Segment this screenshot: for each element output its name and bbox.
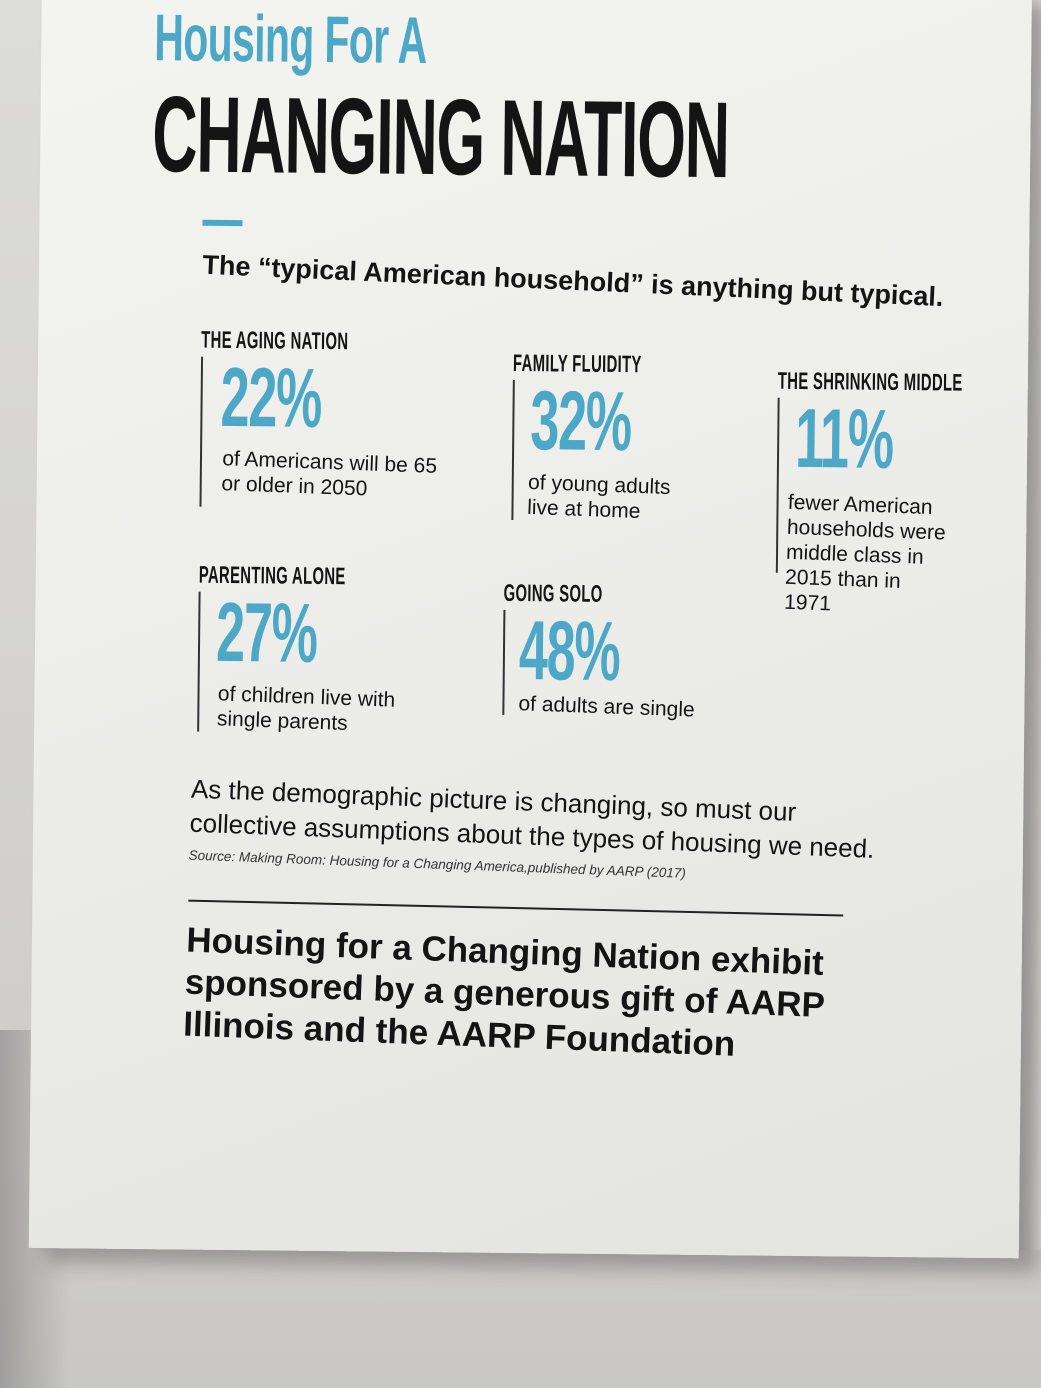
stat-description: of young adults live at home: [526, 470, 671, 524]
stat-rule: [511, 379, 515, 520]
stat-rule: [775, 397, 780, 573]
stat-value: 32%: [529, 373, 632, 469]
stat-going-solo: GOING SOLO 48% of adults are single: [502, 580, 744, 763]
stat-rule: [197, 591, 201, 732]
title-line-2: CHANGING NATION: [151, 73, 730, 201]
sponsor-credit: Housing for a Changing Nation exhibit sp…: [182, 920, 826, 1064]
exhibit-panel: Housing For A CHANGING NATION The “typic…: [28, 0, 1032, 1259]
stat-description: of children live with single parents: [216, 682, 396, 736]
stat-parenting-alone: PARENTING ALONE 27% of children live wit…: [197, 562, 439, 755]
stat-description: of Americans will be 65 or older in 2050: [221, 447, 438, 501]
stat-shrinking-middle: THE SHRINKING MIDDLE 11% fewer American …: [775, 368, 978, 615]
divider: [188, 899, 844, 917]
stat-rule: [199, 356, 204, 507]
stat-rule: [502, 609, 506, 715]
intro-text: The “typical American household” is anyt…: [201, 249, 945, 313]
stat-value: 27%: [215, 584, 318, 680]
stat-description: fewer American households were middle cl…: [783, 490, 947, 616]
accent-dash: [202, 219, 243, 227]
stat-value: 48%: [518, 603, 621, 699]
stat-aging-nation: THE AGING NATION 22% of Americans will b…: [199, 327, 441, 530]
stat-value: 11%: [794, 390, 894, 486]
title-line-1: Housing For A: [154, 0, 428, 78]
stat-family-fluidity: FAMILY FLUIDITY 32% of young adults live…: [511, 350, 733, 552]
stat-value: 22%: [220, 349, 322, 445]
stat-description: of adults are single: [518, 692, 696, 722]
